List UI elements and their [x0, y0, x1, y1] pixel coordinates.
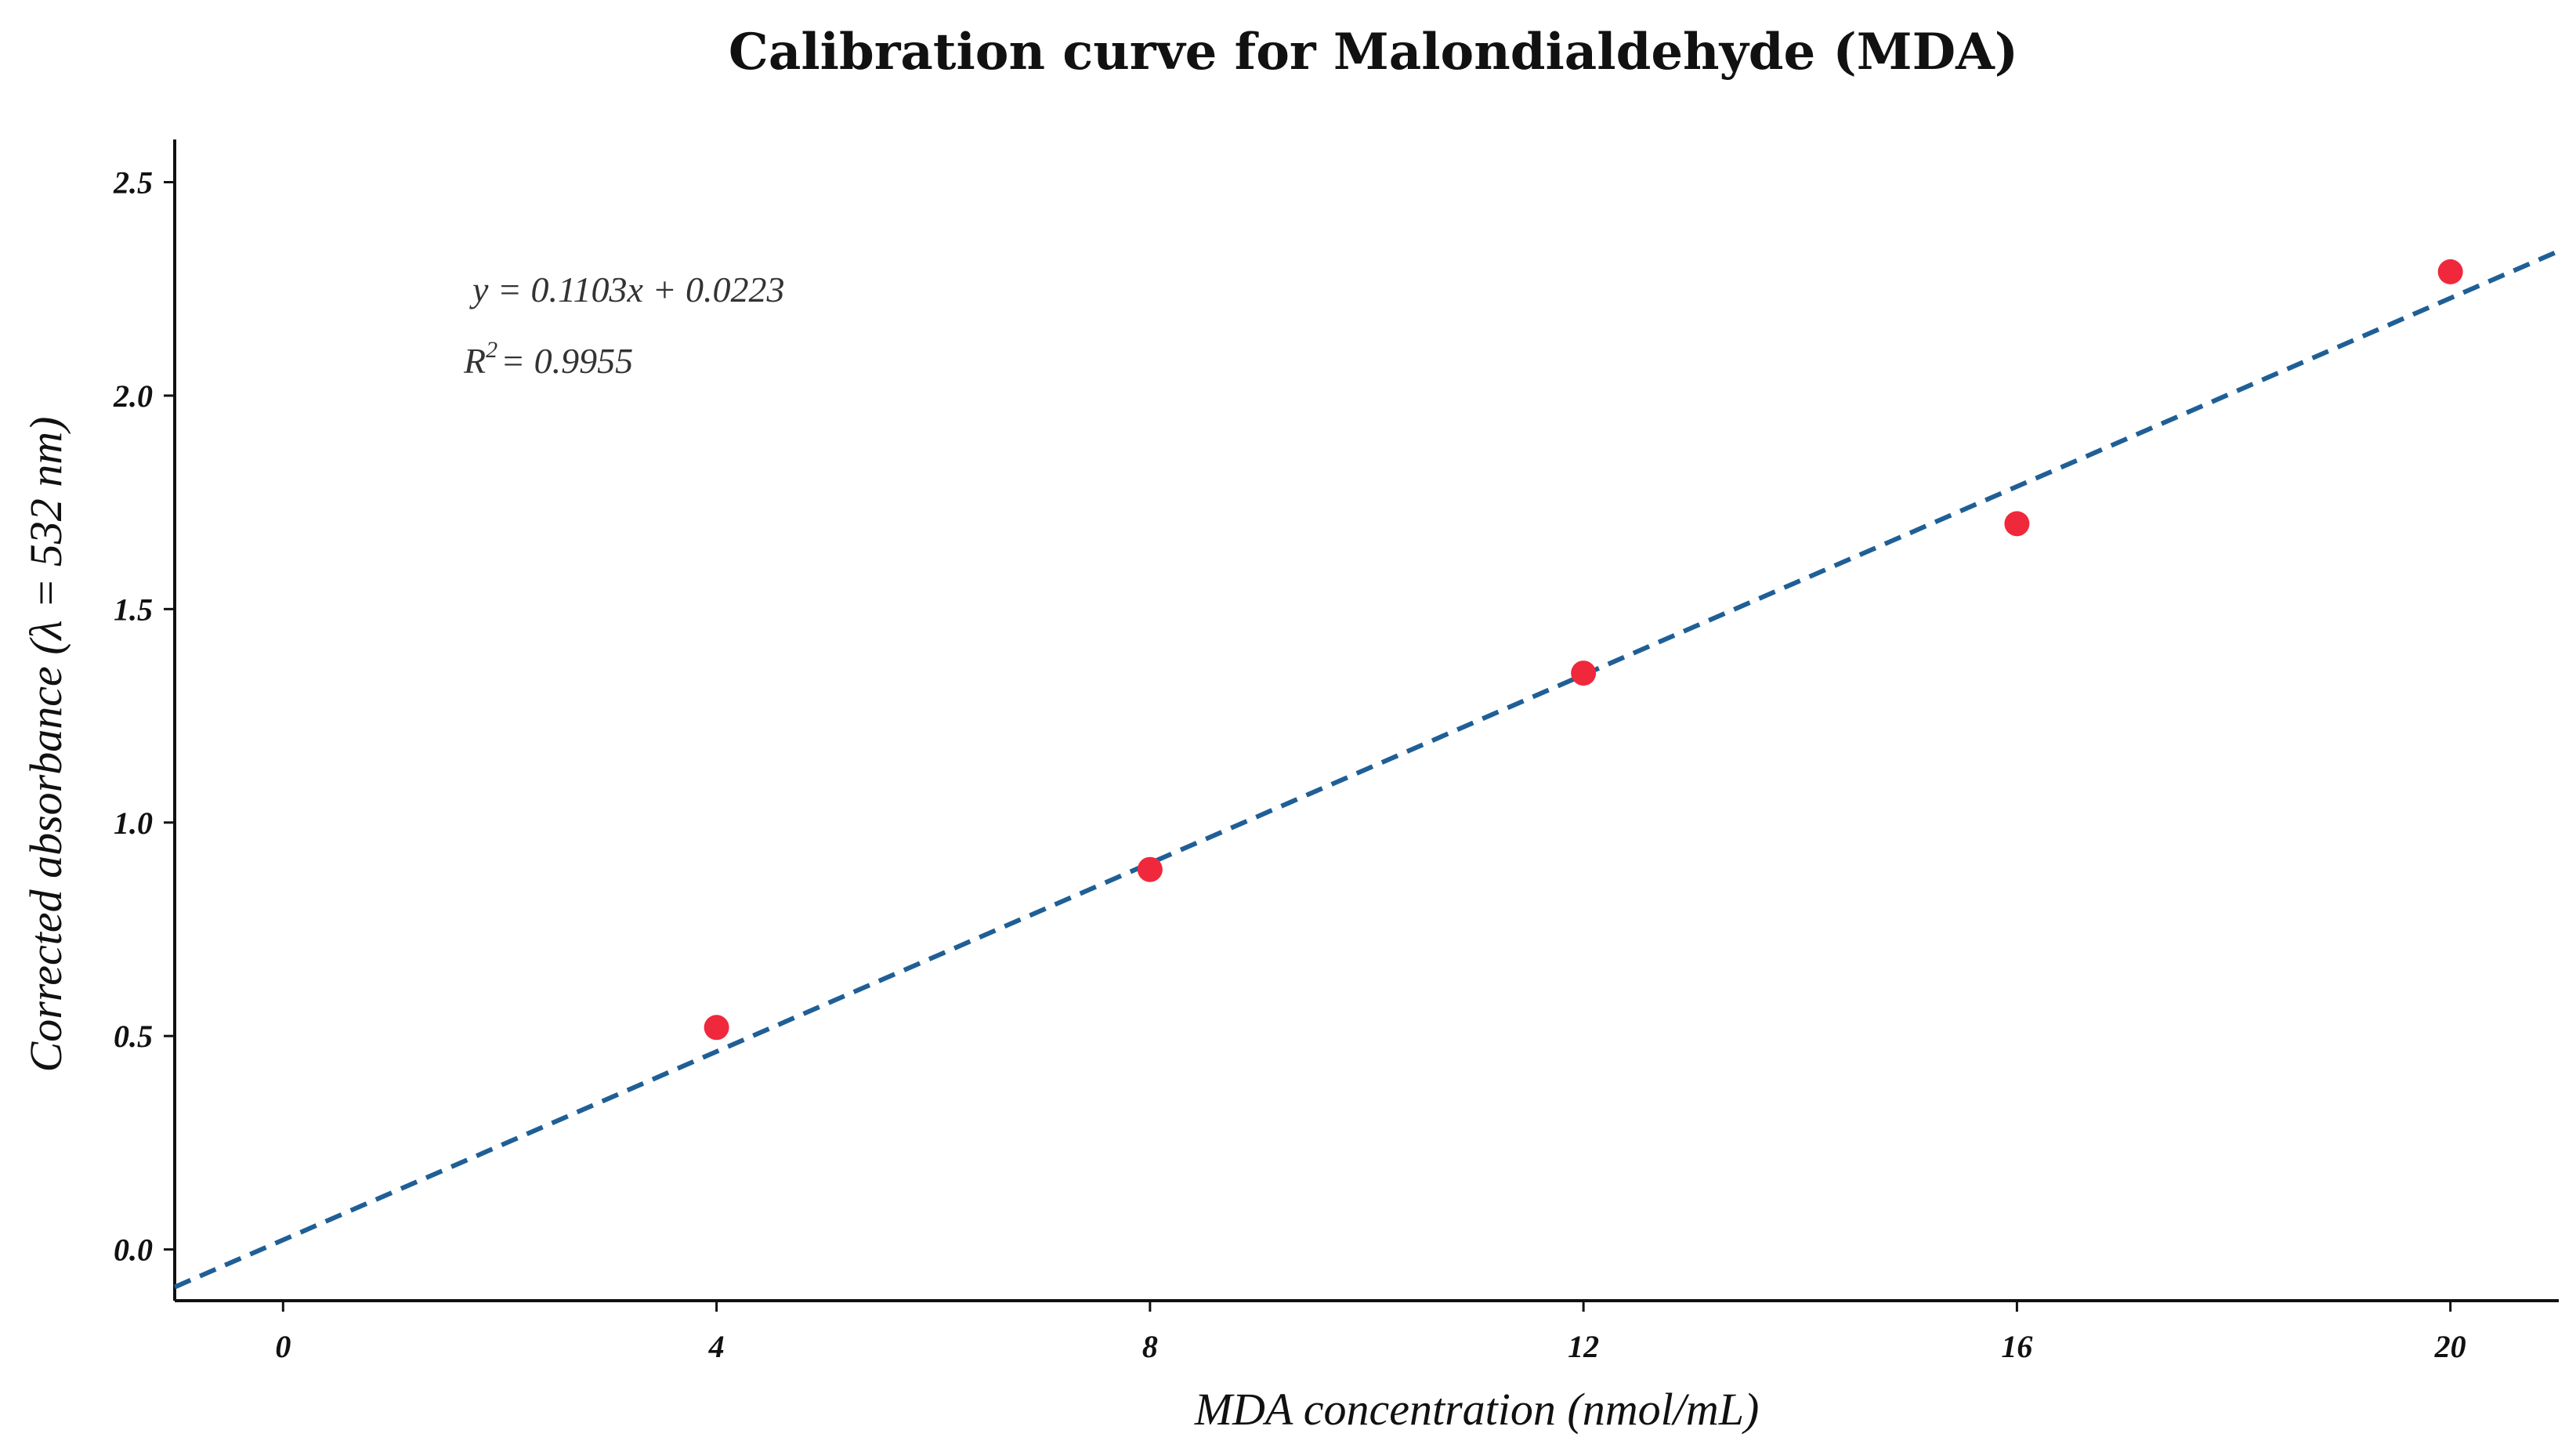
x-axis-label: MDA concentration (nmol/mL) [1194, 1384, 1760, 1435]
x-tick-label: 8 [1142, 1329, 1158, 1364]
fit-annotation: y = 0.1103x + 0.0223 R2= 0.9955 [463, 270, 785, 381]
y-axis-label: Corrected absorbance (λ = 532 nm) [20, 417, 71, 1073]
data-point [1137, 856, 1163, 882]
y-tick-label: 2.0 [113, 378, 153, 414]
data-point [2004, 511, 2030, 537]
y-tick-label: 1.0 [114, 805, 153, 841]
y-tick-label: 0.0 [114, 1233, 153, 1268]
plot-area: 0 4 8 12 16 20 0.0 0.5 1.0 1.5 2.0 2.5 [113, 139, 2560, 1364]
y-tick-label: 0.5 [114, 1019, 153, 1054]
chart-title: Calibration curve for Malondialdehyde (M… [729, 23, 2018, 81]
x-tick-label: 0 [275, 1329, 291, 1364]
x-tick-label: 20 [2434, 1329, 2466, 1364]
x-tick-label: 4 [708, 1329, 725, 1364]
fit-equation: y = 0.1103x + 0.0223 [469, 270, 785, 310]
r-squared-text: R2= 0.9955 [463, 337, 633, 381]
r-squared-value: = 0.9955 [501, 341, 633, 381]
y-tick-label: 2.5 [113, 165, 153, 200]
data-point [2437, 259, 2463, 284]
y-axis-label-group: Corrected absorbance (λ = 532 nm) [20, 417, 71, 1073]
x-tick-label: 12 [1568, 1329, 1599, 1364]
y-tick-label: 1.5 [114, 592, 153, 627]
data-point [1571, 661, 1597, 686]
fit-line [173, 248, 2560, 1290]
data-point [704, 1015, 729, 1041]
r-squared-exponent: 2 [486, 337, 497, 363]
r-squared-prefix: R [463, 341, 486, 381]
x-tick-label: 16 [2001, 1329, 2032, 1364]
